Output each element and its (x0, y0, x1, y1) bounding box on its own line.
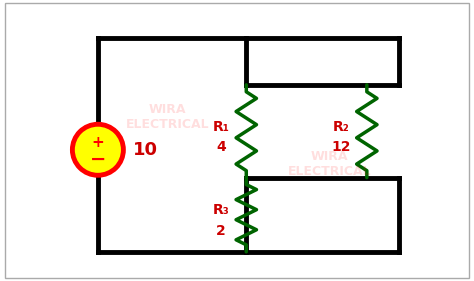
Text: −: − (90, 149, 106, 169)
Circle shape (73, 124, 123, 175)
Text: 12: 12 (332, 140, 351, 155)
Text: 2: 2 (216, 224, 226, 238)
Text: WIRA
ELECTRICAL: WIRA ELECTRICAL (126, 103, 209, 131)
Text: R₁: R₁ (212, 120, 229, 133)
Text: 10: 10 (133, 141, 158, 159)
Text: +: + (91, 135, 104, 150)
Text: 4: 4 (216, 140, 226, 155)
Text: WIRA
ELECTRICAL: WIRA ELECTRICAL (288, 150, 372, 178)
Text: R₃: R₃ (212, 203, 229, 217)
Text: R₂: R₂ (333, 120, 350, 133)
